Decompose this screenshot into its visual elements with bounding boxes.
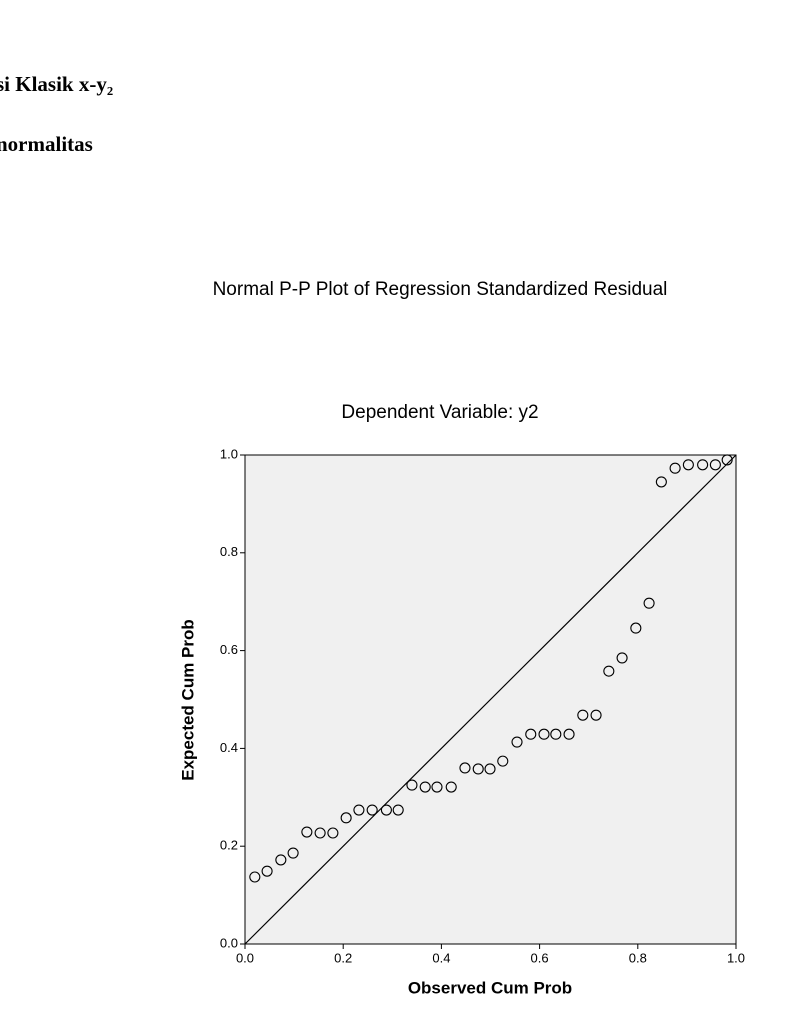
point <box>603 665 615 677</box>
point <box>497 755 509 767</box>
point <box>550 728 562 740</box>
point <box>380 804 392 816</box>
point <box>445 781 457 793</box>
reference-line <box>244 454 737 945</box>
point <box>249 871 261 883</box>
x-tick-label: 0.4 <box>432 950 450 965</box>
x-tick-label: 0.8 <box>629 950 647 965</box>
point <box>655 476 667 488</box>
point <box>682 459 694 471</box>
y-tick-label: 0.0 <box>220 935 238 950</box>
x-tick-label: 0.2 <box>334 950 352 965</box>
point <box>472 763 484 775</box>
point <box>275 854 287 866</box>
point <box>577 709 589 721</box>
point <box>697 459 709 471</box>
y-tick-label: 0.2 <box>220 838 238 853</box>
y-tick-label: 0.6 <box>220 642 238 657</box>
point <box>563 728 575 740</box>
point <box>366 804 378 816</box>
y-tick-label: 1.0 <box>220 446 238 461</box>
point <box>406 779 418 791</box>
x-tick-label: 1.0 <box>727 950 745 965</box>
heading: si Klasik x-y₂ <box>0 72 113 96</box>
point <box>616 652 628 664</box>
point <box>419 781 431 793</box>
point <box>261 865 273 877</box>
point <box>643 597 655 609</box>
chart-subtitle: Dependent Variable: y2 <box>341 402 538 423</box>
chart-title: Normal P-P Plot of Regression Standardiz… <box>213 279 668 300</box>
x-tick-label: 0.0 <box>236 950 254 965</box>
point <box>340 812 352 824</box>
y-tick-label: 0.4 <box>220 740 238 755</box>
point <box>538 728 550 740</box>
y-axis-label: Expected Cum Prob <box>178 619 197 781</box>
point <box>392 804 404 816</box>
point <box>287 847 299 859</box>
point <box>590 709 602 721</box>
point <box>327 827 339 839</box>
y-tick-label: 0.8 <box>220 544 238 559</box>
point <box>301 826 313 838</box>
point <box>721 454 733 466</box>
x-tick-label: 0.6 <box>531 950 549 965</box>
point <box>525 728 537 740</box>
point <box>630 622 642 634</box>
point <box>353 804 365 816</box>
point <box>459 762 471 774</box>
subheading: normalitas <box>0 132 93 156</box>
point <box>431 781 443 793</box>
point <box>511 736 523 748</box>
x-axis-label: Observed Cum Prob <box>408 978 572 997</box>
point <box>314 827 326 839</box>
point <box>484 763 496 775</box>
point <box>669 462 681 474</box>
point <box>709 459 721 471</box>
